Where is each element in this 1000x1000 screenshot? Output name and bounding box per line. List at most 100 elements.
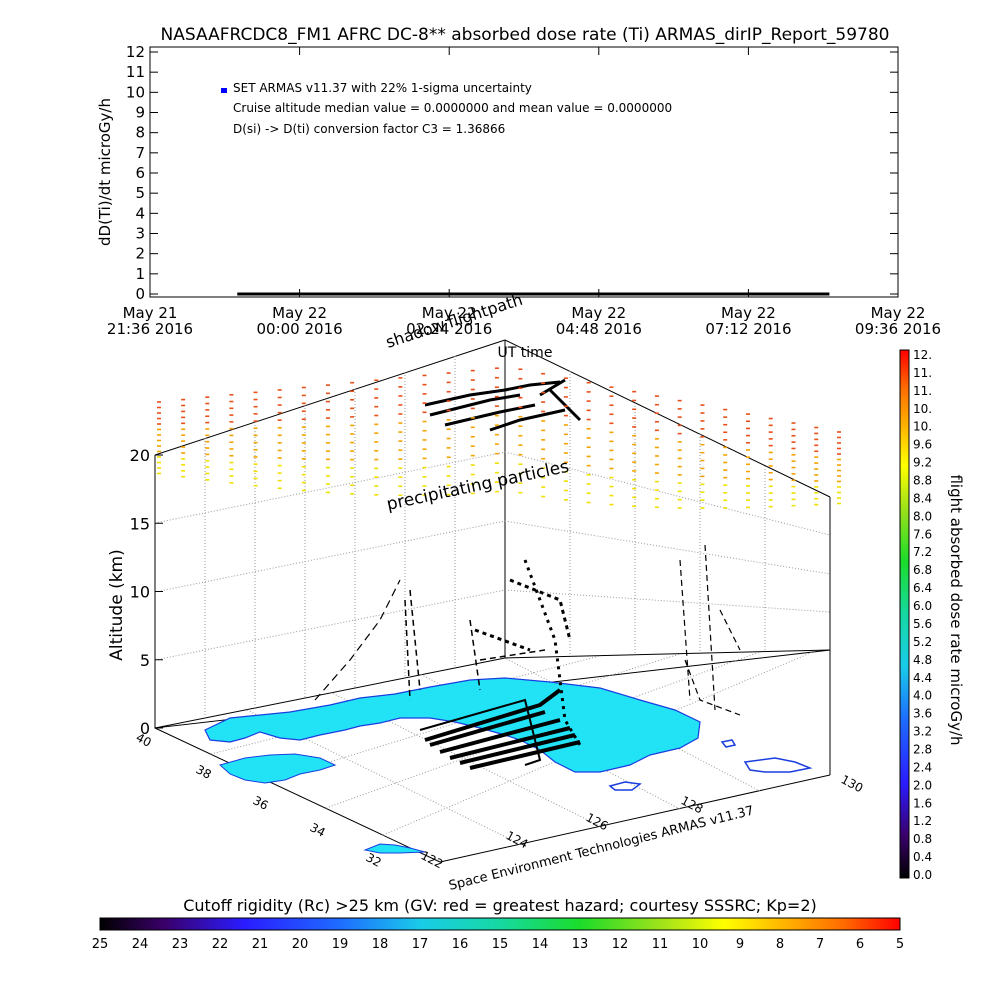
dose-rate-colorbar-tick: 6.4 bbox=[913, 581, 932, 595]
legend-line-1: SET ARMAS v11.37 with 22% 1-sigma uncert… bbox=[233, 81, 532, 95]
top-y-tick-label: 3 bbox=[135, 225, 145, 243]
top-y-tick-label: 4 bbox=[135, 204, 145, 222]
dose-rate-colorbar-tick: 0.8 bbox=[913, 832, 932, 846]
dose-rate-colorbar-label: flight absorbed dose rate microGy/h bbox=[947, 474, 965, 745]
dose-rate-colorbar-tick: 1.2 bbox=[913, 814, 932, 828]
dose-rate-colorbar-tick: 4.8 bbox=[913, 653, 932, 667]
map-land bbox=[204, 677, 813, 854]
altitude-tick-label: 15 bbox=[130, 514, 150, 533]
cutoff-rigidity-colorbar-tick: 10 bbox=[692, 937, 709, 952]
dose-rate-colorbar-tick: 4.4 bbox=[913, 671, 932, 685]
dose-rate-colorbar-tick: 6.8 bbox=[913, 563, 932, 577]
cutoff-rigidity-colorbar-tick: 19 bbox=[332, 937, 349, 952]
altitude-tick-label: 5 bbox=[140, 651, 150, 670]
cutoff-rigidity-title: Cutoff rigidity (Rc) >25 km (GV: red = g… bbox=[183, 896, 817, 915]
top-y-tick-label: 8 bbox=[135, 124, 145, 142]
longitude-tick-label: 122 bbox=[419, 848, 446, 871]
cutoff-rigidity-colorbar-tick: 18 bbox=[372, 937, 389, 952]
cutoff-rigidity-colorbar-tick: 6 bbox=[856, 937, 864, 952]
top-y-tick-label: 10 bbox=[126, 83, 145, 101]
altitude-tick-label: 0 bbox=[140, 719, 150, 738]
latitude-tick-label: 34 bbox=[308, 820, 328, 840]
dose-rate-colorbar-tick: 2.8 bbox=[913, 742, 932, 756]
dose-rate-colorbar-tick: 6.0 bbox=[913, 599, 932, 613]
longitude-tick-label: 128 bbox=[679, 793, 706, 816]
latitude-axis-ticks: 40 38 36 34 32 bbox=[134, 730, 384, 870]
top-x-tick-date: May 21 bbox=[123, 304, 178, 322]
cutoff-rigidity-colorbar-ticks: 25 24 23 22 21 20 19 18 17 16 15 14 13 12 11 10 9 8 7 6 5 bbox=[92, 937, 904, 952]
dose-rate-colorbar-tick: 9.6 bbox=[913, 438, 932, 452]
top-x-axis-label: UT time bbox=[498, 345, 553, 361]
dose-rate-colorbar-tick: 5.6 bbox=[913, 617, 932, 631]
latitude-tick-label: 36 bbox=[251, 793, 271, 813]
top-x-tick-time: 00:00 2016 bbox=[257, 320, 343, 338]
cutoff-rigidity-colorbar-tick: 20 bbox=[292, 937, 309, 952]
dose-rate-colorbar-tick: 8.8 bbox=[913, 474, 932, 488]
longitude-axis-ticks: 122 124 126 128 130 bbox=[419, 772, 866, 871]
cutoff-rigidity-colorbar-tick: 15 bbox=[492, 937, 509, 952]
legend-marker bbox=[221, 88, 227, 93]
top-x-tick-date: May 22 bbox=[272, 304, 327, 322]
top-x-tick-date: May 22 bbox=[721, 304, 776, 322]
longitude-tick-label: 124 bbox=[504, 828, 531, 851]
dose-rate-colorbar-tick: 4.0 bbox=[913, 689, 932, 703]
dose-rate-colorbar-tick: 12. bbox=[913, 348, 932, 362]
precipitating-particles-curtain bbox=[157, 367, 841, 509]
longitude-tick-label: 130 bbox=[839, 772, 866, 795]
dose-rate-colorbar-tick: 0.0 bbox=[913, 868, 932, 882]
cutoff-rigidity-colorbar-tick: 13 bbox=[572, 937, 589, 952]
top-y-tick-label: 7 bbox=[135, 144, 145, 162]
top-x-tick-date: May 22 bbox=[571, 304, 626, 322]
top-y-tick-label: 2 bbox=[135, 245, 145, 263]
legend-line-3: D(si) -> D(ti) conversion factor C3 = 1.… bbox=[233, 122, 505, 136]
top-y-axis-label: dD(Ti)/dt microGy/h bbox=[96, 98, 114, 246]
top-y-tick-label: 0 bbox=[135, 285, 145, 303]
cutoff-rigidity-colorbar-tick: 5 bbox=[896, 937, 904, 952]
dose-rate-colorbar-tick: 7.6 bbox=[913, 527, 932, 541]
cutoff-rigidity-colorbar-tick: 22 bbox=[212, 937, 229, 952]
annotation-precipitating-particles: precipitating particles bbox=[385, 457, 571, 515]
cutoff-rigidity-colorbar-tick: 11 bbox=[652, 937, 669, 952]
legend-line-2: Cruise altitude median value = 0.0000000… bbox=[233, 101, 672, 115]
altitude-tick-label: 20 bbox=[130, 446, 150, 465]
dose-rate-colorbar-tick: 10. bbox=[913, 420, 932, 434]
cutoff-rigidity-colorbar bbox=[99, 917, 901, 931]
dose-rate-colorbar-tick: 7.2 bbox=[913, 545, 932, 559]
dose-rate-colorbar-tick: 10. bbox=[913, 402, 932, 416]
dose-rate-colorbar-tick: 2.4 bbox=[913, 760, 932, 774]
altitude-tick-label: 10 bbox=[130, 583, 150, 602]
top-y-tick-label: 11 bbox=[126, 63, 145, 81]
top-y-tick-label: 9 bbox=[135, 104, 145, 122]
dose-rate-colorbar-tick: 11. bbox=[913, 366, 932, 380]
cutoff-rigidity-colorbar-tick: 21 bbox=[252, 937, 269, 952]
longitude-tick-label: 126 bbox=[584, 810, 611, 833]
latitude-tick-label: 40 bbox=[134, 730, 154, 750]
top-x-tick-time: 21:36 2016 bbox=[107, 320, 193, 338]
latitude-tick-label: 32 bbox=[364, 850, 384, 870]
3d-box bbox=[154, 339, 831, 863]
cutoff-rigidity-colorbar-tick: 9 bbox=[736, 937, 744, 952]
top-x-tick-time: 09:36 2016 bbox=[855, 320, 941, 338]
dose-rate-colorbar-tick: 9.2 bbox=[913, 456, 932, 470]
top-y-tick-label: 12 bbox=[126, 43, 145, 61]
altitude-axis-label: Altitude (km) bbox=[107, 549, 127, 661]
cutoff-rigidity-colorbar-tick: 16 bbox=[452, 937, 469, 952]
top-y-tick-label: 6 bbox=[135, 164, 145, 182]
cutoff-rigidity-colorbar-tick: 24 bbox=[132, 937, 149, 952]
dose-rate-colorbar-tick: 8.4 bbox=[913, 491, 932, 505]
top-x-tick-time: 02:24 2016 bbox=[406, 320, 492, 338]
dose-rate-colorbar-tick: 3.6 bbox=[913, 707, 932, 721]
cutoff-rigidity-colorbar-tick: 25 bbox=[92, 937, 109, 952]
dose-rate-colorbar bbox=[899, 349, 910, 879]
top-x-tick-date: May 22 bbox=[422, 304, 477, 322]
dose-rate-colorbar-tick: 1.6 bbox=[913, 796, 932, 810]
top-x-tick-time: 07:12 2016 bbox=[705, 320, 791, 338]
dose-rate-colorbar-tick: 0.4 bbox=[913, 850, 932, 864]
cutoff-rigidity-colorbar-tick: 17 bbox=[412, 937, 429, 952]
dose-rate-colorbar-tick: 3.2 bbox=[913, 725, 932, 739]
dose-rate-colorbar-tick: 5.2 bbox=[913, 635, 932, 649]
top-plot-frame bbox=[149, 46, 899, 298]
